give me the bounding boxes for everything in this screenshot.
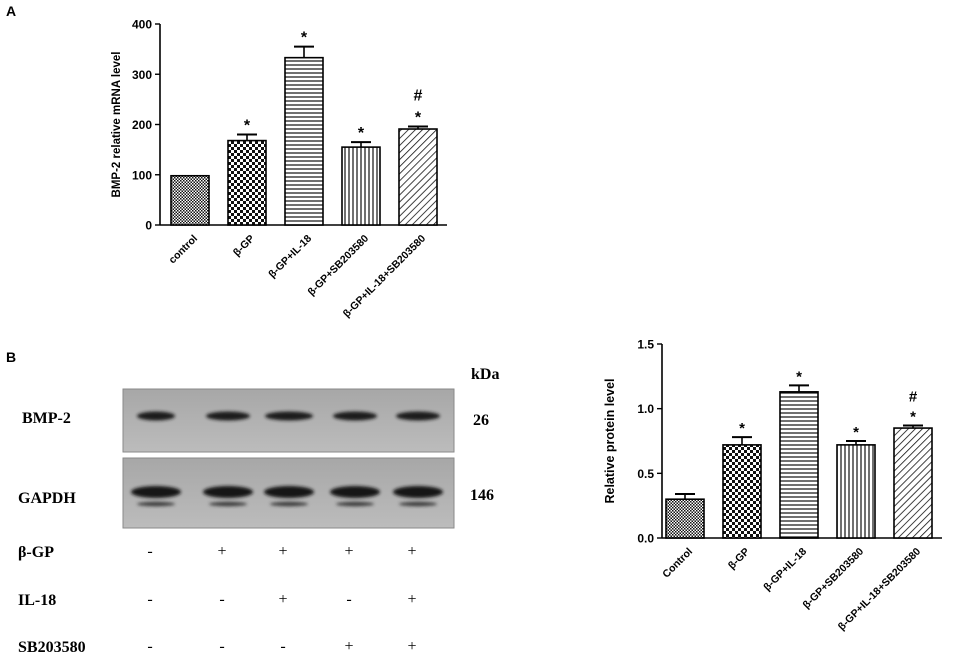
bmp2-band bbox=[396, 411, 440, 421]
significance-marker: * bbox=[910, 408, 916, 425]
treatment-sign: + bbox=[278, 591, 287, 608]
x-tick-label: β-GP bbox=[231, 233, 257, 259]
treatment-sign: + bbox=[344, 638, 353, 655]
treatment-label: β-GP bbox=[18, 544, 54, 561]
x-tick-label: β-GP+IL-18 bbox=[266, 233, 314, 281]
bar bbox=[779, 391, 819, 539]
y-tick-label: 1.5 bbox=[637, 338, 654, 352]
kda-label: kDa bbox=[471, 366, 499, 383]
gapdh-band-lower bbox=[336, 501, 374, 507]
bmp2-membrane bbox=[122, 388, 455, 453]
x-tick-label: Control bbox=[660, 546, 695, 581]
treatment-label: SB203580 bbox=[18, 639, 86, 656]
y-tick-label: 1.0 bbox=[637, 402, 654, 416]
gapdh-band bbox=[330, 486, 380, 498]
bmp2-band bbox=[333, 411, 377, 421]
x-tick-label: control bbox=[166, 233, 200, 267]
y-axis-label: BMP-2 relative mRNA level bbox=[111, 52, 123, 198]
treatment-sign: - bbox=[147, 638, 152, 655]
significance-marker: # bbox=[909, 388, 918, 405]
bmp2-band bbox=[206, 411, 250, 421]
treatment-sign: - bbox=[219, 591, 224, 608]
y-tick-label: 300 bbox=[132, 68, 152, 82]
gapdh-band bbox=[131, 486, 181, 498]
blot-protein-label-bmp2: BMP-2 bbox=[22, 410, 71, 427]
panel-b-label: B bbox=[6, 349, 16, 365]
gapdh-band-lower bbox=[137, 501, 175, 507]
treatment-sign: - bbox=[280, 638, 285, 655]
gapdh-band-lower bbox=[399, 501, 437, 507]
bar bbox=[341, 146, 381, 226]
treatment-sign: - bbox=[147, 591, 152, 608]
significance-marker: * bbox=[358, 125, 365, 142]
treatment-sign: - bbox=[219, 638, 224, 655]
chart-a: 0 100 200 300 400 BMP-2 relative mRNA level co… bbox=[111, 18, 447, 320]
treatment-sign: - bbox=[346, 591, 351, 608]
blot-protein-label-gapdh: GAPDH bbox=[18, 490, 76, 507]
chart-b: 0.0 0.5 1.0 1.5 Relative protein level Contro… bbox=[603, 338, 942, 633]
y-tick-label: 100 bbox=[132, 168, 152, 182]
treatment-sign: + bbox=[407, 591, 416, 608]
y-tick-label: 200 bbox=[132, 118, 152, 132]
treatment-sign: + bbox=[344, 543, 353, 560]
gapdh-band bbox=[264, 486, 314, 498]
significance-marker: * bbox=[244, 118, 251, 135]
bar bbox=[893, 427, 933, 539]
significance-marker: * bbox=[739, 420, 745, 437]
gapdh-band-lower bbox=[209, 501, 247, 507]
significance-marker: * bbox=[796, 368, 802, 385]
bar bbox=[398, 128, 438, 226]
blot-kda-bmp2: 26 bbox=[473, 412, 489, 429]
x-tick-label: β-GP+IL-18 bbox=[761, 546, 809, 594]
gapdh-band-lower bbox=[270, 501, 308, 507]
y-tick-label: 0.5 bbox=[637, 467, 654, 481]
treatment-sign: - bbox=[147, 543, 152, 560]
treatment-sign: + bbox=[407, 638, 416, 655]
gapdh-band bbox=[203, 486, 253, 498]
gapdh-band bbox=[393, 486, 443, 498]
panel-a-label: A bbox=[6, 3, 16, 19]
bar bbox=[284, 56, 324, 226]
y-tick-label: 0.0 bbox=[637, 532, 654, 546]
blot-kda-gapdh: 146 bbox=[470, 487, 494, 504]
treatment-label: IL-18 bbox=[18, 592, 56, 609]
bmp2-band bbox=[137, 411, 175, 421]
y-tick-label: 0 bbox=[145, 219, 152, 233]
x-tick-label: β-GP bbox=[726, 546, 752, 572]
y-axis-label: Relative protein level bbox=[603, 378, 617, 503]
bar bbox=[836, 444, 876, 539]
treatment-sign: + bbox=[407, 543, 416, 560]
bar bbox=[665, 498, 705, 539]
bar bbox=[227, 139, 267, 226]
bmp2-band bbox=[265, 411, 313, 421]
western-blot: kDa BMP-2 GAPDH 26 146 β-GP - + + + + IL-18 - - +… bbox=[18, 366, 499, 656]
significance-marker: * bbox=[301, 30, 308, 47]
y-tick-label: 400 bbox=[132, 18, 152, 32]
significance-marker: * bbox=[415, 110, 422, 127]
x-tick-label: β-GP+SB203580 bbox=[305, 233, 371, 299]
bar bbox=[722, 444, 762, 539]
significance-marker: # bbox=[414, 88, 423, 105]
bar bbox=[170, 174, 210, 226]
x-tick-label: β-GP+SB203580 bbox=[800, 546, 866, 612]
treatment-sign: + bbox=[217, 543, 226, 560]
treatment-sign: + bbox=[278, 543, 287, 560]
significance-marker: * bbox=[853, 424, 859, 441]
